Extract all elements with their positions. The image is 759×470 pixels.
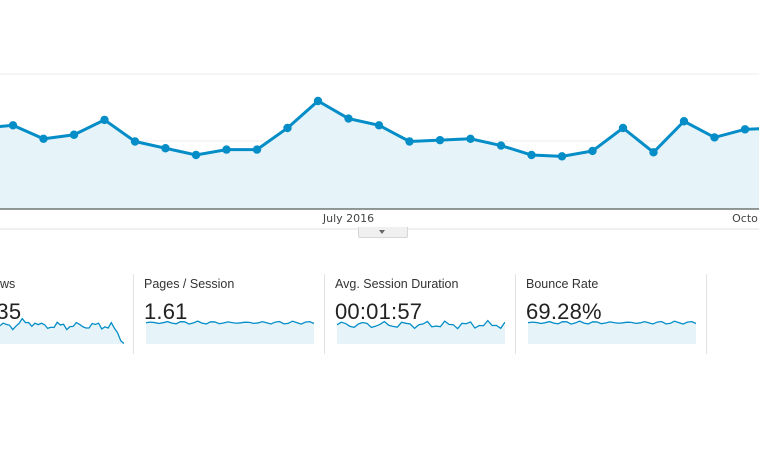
data-point-22[interactable]	[649, 148, 658, 157]
metric-label: Pages / Session	[144, 277, 235, 291]
metric-label: Avg. Session Duration	[335, 277, 459, 291]
metric-label: ws	[0, 277, 16, 291]
x-axis-tick-october: Octo	[732, 212, 758, 225]
data-point-25[interactable]	[740, 125, 750, 134]
metric-sparkline	[0, 318, 124, 344]
metric-tile-bounce-rate[interactable]: Bounce Rate 69.28%	[516, 274, 707, 354]
metric-value: 835	[0, 299, 22, 324]
metric-label: Bounce Rate	[526, 277, 599, 291]
data-point-8[interactable]	[222, 145, 231, 154]
data-point-5[interactable]	[130, 137, 140, 146]
data-point-1[interactable]	[8, 121, 18, 130]
metric-divider	[706, 274, 707, 354]
data-point-21[interactable]	[618, 123, 628, 133]
data-point-2[interactable]	[39, 134, 48, 143]
data-point-18[interactable]	[527, 150, 536, 160]
data-point-13[interactable]	[374, 121, 384, 130]
sessions-data-points	[8, 96, 750, 161]
data-point-10[interactable]	[283, 123, 292, 133]
sparkline-line	[146, 320, 314, 325]
sparkline-line	[528, 320, 696, 325]
metric-divider	[515, 274, 516, 354]
data-point-7[interactable]	[191, 150, 201, 160]
sparkline-area	[528, 321, 696, 344]
metric-value: 69.28%	[526, 299, 602, 324]
sparkline-line	[337, 319, 505, 330]
metric-sparkline	[337, 319, 505, 344]
data-point-20[interactable]	[588, 146, 597, 156]
data-point-9[interactable]	[252, 145, 262, 154]
metric-divider	[133, 274, 134, 354]
metric-tile-pageviews[interactable]: ws 835	[0, 274, 124, 354]
data-point-23[interactable]	[679, 117, 689, 126]
data-point-16[interactable]	[466, 134, 475, 143]
data-point-19[interactable]	[557, 152, 567, 161]
data-point-24[interactable]	[710, 133, 719, 142]
sparkline-area	[0, 318, 124, 344]
chart-collapse-toggle[interactable]	[358, 227, 408, 238]
data-point-17[interactable]	[496, 141, 506, 150]
metric-sparkline	[146, 320, 314, 344]
metric-tile-pages-per-session[interactable]: Pages / Session 1.61	[134, 274, 325, 354]
metric-value: 1.61	[144, 299, 188, 324]
overview-line-chart	[0, 73, 759, 230]
metric-tile-avg-session-duration[interactable]: Avg. Session Duration 00:01:57	[325, 274, 516, 354]
sparkline-line	[0, 318, 124, 344]
x-axis-tick-july-2016: July 2016	[322, 212, 375, 225]
sparkline-area	[337, 320, 505, 344]
data-point-14[interactable]	[405, 137, 414, 146]
data-point-3[interactable]	[69, 130, 79, 139]
metric-sparkline	[528, 320, 696, 344]
data-point-4[interactable]	[100, 115, 109, 125]
data-point-12[interactable]	[344, 114, 353, 123]
data-point-15[interactable]	[435, 135, 445, 145]
sessions-area-fill	[0, 101, 759, 209]
chevron-down-icon	[379, 230, 385, 234]
data-point-6[interactable]	[161, 144, 170, 153]
metric-divider	[324, 274, 325, 354]
sparkline-area	[146, 321, 314, 344]
metric-value: 00:01:57	[335, 299, 423, 324]
data-point-11[interactable]	[313, 96, 323, 106]
